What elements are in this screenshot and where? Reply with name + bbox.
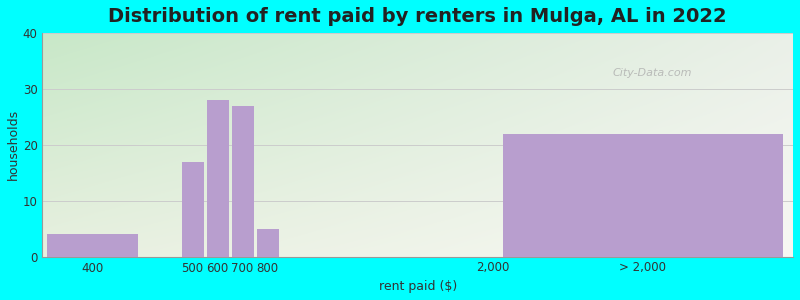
Bar <box>257 229 278 256</box>
Bar <box>182 162 203 256</box>
Bar <box>206 100 229 256</box>
Title: Distribution of rent paid by renters in Mulga, AL in 2022: Distribution of rent paid by renters in … <box>109 7 727 26</box>
Bar <box>232 106 254 256</box>
Text: City-Data.com: City-Data.com <box>613 68 693 78</box>
Bar <box>47 234 138 256</box>
X-axis label: rent paid ($): rent paid ($) <box>378 280 457 293</box>
Bar <box>503 134 783 256</box>
Y-axis label: households: households <box>7 109 20 180</box>
